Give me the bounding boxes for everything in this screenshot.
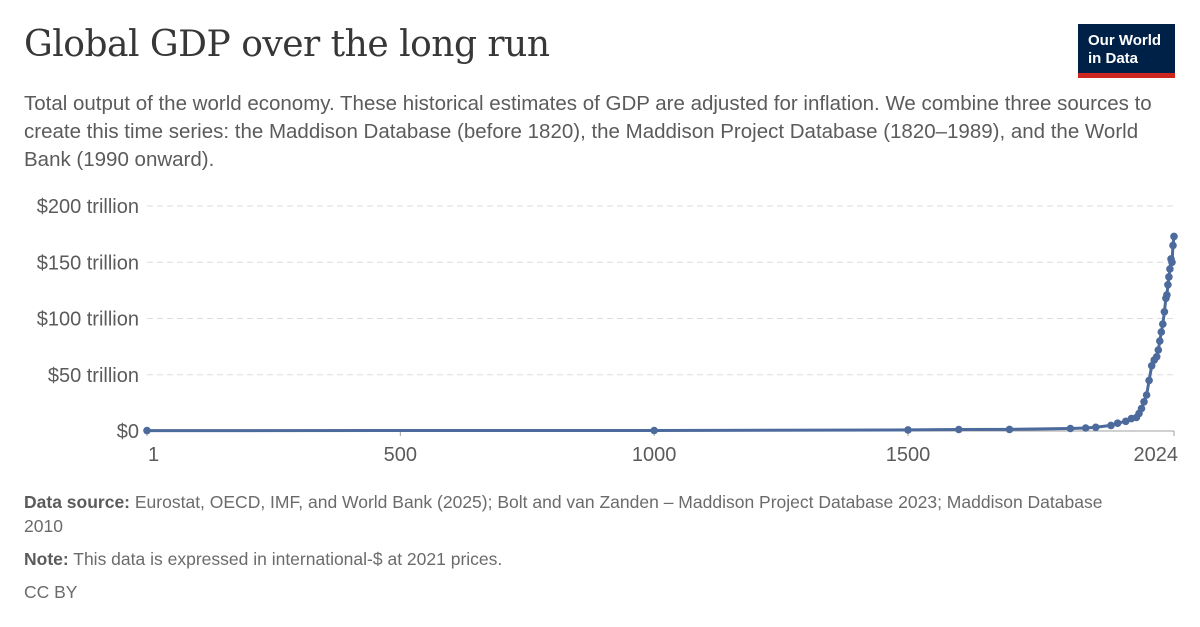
note-label: Note: xyxy=(24,549,69,569)
x-tick-label: 500 xyxy=(384,444,417,466)
data-point xyxy=(1163,291,1171,299)
chart-subtitle: Total output of the world economy. These… xyxy=(24,92,1152,171)
data-point xyxy=(1169,241,1177,250)
y-tick-labels: $0 $50 trillion $100 trillion $150 trillion… xyxy=(37,196,139,443)
x-tick-label: 1000 xyxy=(632,444,677,466)
y-tick-label: $50 trillion xyxy=(48,365,139,387)
data-point xyxy=(1168,258,1176,267)
logo-line-1: Our World xyxy=(1088,32,1162,49)
y-tick-label: $0 xyxy=(117,421,139,443)
data-point xyxy=(1137,404,1146,413)
data-point xyxy=(1140,398,1148,406)
data-point xyxy=(650,426,658,435)
data-point xyxy=(1166,265,1174,273)
y-gridlines xyxy=(147,205,1174,376)
data-source: Data source: Eurostat, OECD, IMF, and Wo… xyxy=(24,490,1144,538)
x-tick-label: 1500 xyxy=(886,444,931,466)
data-source-label: Data source: xyxy=(24,492,131,512)
data-point xyxy=(904,426,912,434)
data-note: Note: This data is expressed in internat… xyxy=(24,547,502,571)
data-point xyxy=(1152,353,1161,361)
y-tick-label: $150 trillion xyxy=(37,252,139,274)
data-point xyxy=(955,425,963,434)
data-source-text: Eurostat, OECD, IMF, and World Bank (202… xyxy=(24,492,1103,536)
data-point xyxy=(1159,320,1167,328)
data-point xyxy=(1113,419,1122,428)
x-tick-label: 1 xyxy=(148,444,159,466)
data-point xyxy=(1066,424,1075,433)
data-point xyxy=(1092,423,1100,432)
data-point xyxy=(1154,346,1163,354)
data-point xyxy=(1142,391,1151,399)
note-text: This data is expressed in international-… xyxy=(68,549,503,569)
data-point xyxy=(1147,362,1156,370)
data-point xyxy=(1164,281,1172,289)
data-point xyxy=(1157,328,1166,336)
logo-line-2: in Data xyxy=(1088,50,1139,67)
series-world-gdp xyxy=(143,232,1178,435)
data-point xyxy=(1005,425,1014,434)
owid-logo[interactable]: Our World in Data xyxy=(1078,24,1175,78)
data-point xyxy=(1165,273,1173,281)
series-line xyxy=(145,234,1176,433)
data-point xyxy=(1156,337,1164,345)
license-link[interactable]: CC BY xyxy=(24,582,78,602)
y-tick-label: $200 trillion xyxy=(37,196,139,218)
x-tick-label: 2024 xyxy=(1134,444,1179,466)
data-point xyxy=(1081,424,1090,432)
data-point xyxy=(143,426,151,435)
data-point xyxy=(1170,232,1178,241)
data-point xyxy=(1107,421,1115,430)
y-tick-label: $100 trillion xyxy=(37,309,139,331)
chart-title: Global GDP over the long run xyxy=(24,24,550,65)
data-point xyxy=(1145,376,1153,385)
x-axis: 1 500 1000 1500 2024 xyxy=(146,430,1179,466)
data-point xyxy=(1160,308,1169,316)
